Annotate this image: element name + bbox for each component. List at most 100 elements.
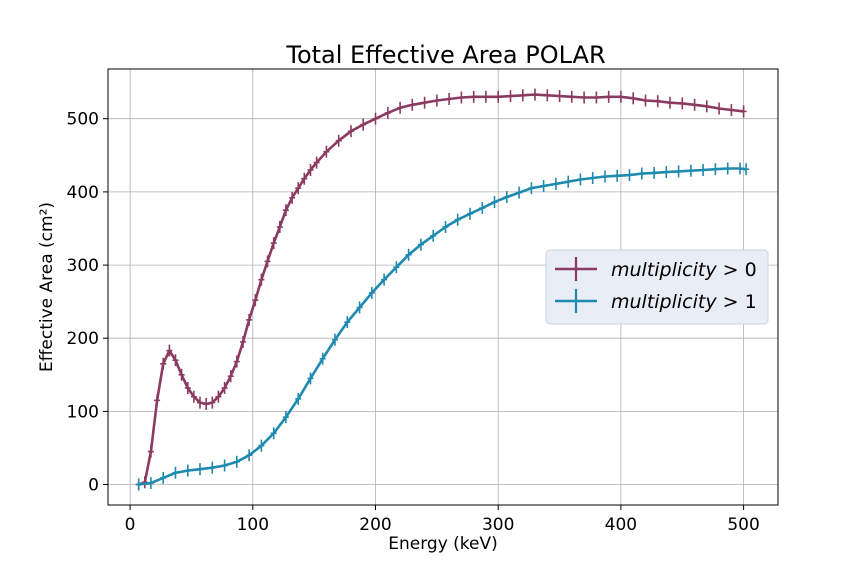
data-point — [638, 167, 645, 180]
data-point — [626, 169, 633, 182]
data-point — [724, 162, 731, 175]
data-point — [307, 164, 314, 176]
data-point — [323, 145, 330, 158]
legend: multiplicity > 0 multiplicity > 1 — [545, 249, 769, 325]
data-point — [602, 170, 608, 183]
data-point — [360, 118, 367, 131]
data-point — [528, 182, 535, 195]
data-point — [642, 94, 649, 107]
data-point — [728, 104, 735, 116]
data-point — [307, 372, 314, 385]
series-1 — [135, 88, 747, 491]
data-point — [716, 102, 723, 115]
data-point — [178, 368, 185, 381]
x-axis-label: Energy (keV) — [388, 534, 498, 554]
data-point — [270, 427, 277, 440]
data-point — [295, 182, 302, 195]
data-point — [507, 90, 514, 103]
data-point — [393, 261, 400, 274]
data-point — [470, 90, 477, 103]
data-point — [233, 355, 240, 368]
data-point — [581, 91, 588, 104]
data-point — [532, 88, 538, 101]
data-point — [552, 177, 559, 190]
data-point — [593, 91, 600, 104]
data-point — [332, 333, 338, 346]
data-point — [409, 98, 416, 111]
y-tick-label: 100 — [67, 402, 99, 422]
x-axis-ticks: 0 100 200 300 400 500 — [125, 505, 760, 535]
data-point — [160, 357, 167, 370]
data-point — [147, 445, 154, 458]
legend-label: multiplicity > 1 — [611, 291, 757, 313]
data-point — [479, 202, 486, 214]
data-point — [630, 92, 637, 105]
data-point — [516, 186, 523, 199]
x-tick-label: 200 — [359, 515, 391, 535]
data-point — [276, 221, 283, 233]
data-point — [160, 471, 167, 484]
data-point — [215, 390, 222, 403]
data-point — [270, 237, 277, 250]
data-point — [197, 463, 203, 476]
data-point — [135, 478, 142, 491]
data-point — [282, 411, 289, 424]
data-point — [740, 105, 747, 118]
plot-frame — [107, 68, 779, 506]
data-point — [446, 93, 453, 105]
data-point — [301, 172, 308, 185]
y-tick-label: 200 — [67, 329, 99, 349]
data-point — [246, 313, 253, 326]
data-point — [356, 301, 363, 314]
data-point — [491, 196, 498, 209]
legend-label: multiplicity > 0 — [611, 259, 757, 281]
data-point — [405, 248, 412, 261]
data-point — [556, 90, 563, 103]
x-tick-label: 300 — [482, 515, 514, 535]
data-point — [565, 175, 572, 188]
x-tick-label: 0 — [125, 515, 136, 535]
y-axis-ticks: 0 100 200 300 400 500 — [67, 110, 108, 496]
data-point — [190, 390, 197, 403]
data-point — [430, 229, 437, 242]
y-tick-label: 400 — [67, 183, 99, 203]
data-point — [335, 134, 342, 147]
data-point — [679, 97, 686, 110]
data-point — [258, 439, 265, 452]
data-point — [295, 392, 302, 405]
y-tick-label: 0 — [88, 476, 99, 496]
data-point — [252, 294, 259, 307]
data-point — [568, 90, 575, 103]
data-point — [381, 273, 388, 286]
data-point — [605, 90, 612, 103]
data-point — [712, 163, 719, 176]
data-point — [617, 90, 624, 103]
y-tick-label: 300 — [67, 256, 99, 276]
data-point — [221, 459, 228, 472]
data-point — [240, 335, 246, 348]
data-point — [203, 398, 210, 410]
data-point — [282, 204, 289, 217]
data-point — [147, 477, 154, 490]
data-point — [663, 166, 670, 179]
data-point — [467, 207, 473, 220]
data-point — [667, 96, 673, 109]
legend-entry: multiplicity > 1 — [555, 289, 757, 313]
data-point — [319, 352, 326, 365]
data-point — [417, 238, 424, 251]
data-point — [184, 382, 191, 394]
data-point — [503, 191, 510, 203]
data-point — [495, 90, 502, 103]
x-tick-label: 500 — [727, 515, 759, 535]
data-point — [264, 255, 271, 268]
data-point — [209, 396, 216, 409]
data-point — [654, 95, 661, 108]
data-point — [651, 166, 658, 179]
data-point — [442, 221, 449, 233]
y-axis-label: Effective Area (cm²) — [37, 202, 57, 372]
data-point — [197, 396, 203, 409]
data-point — [172, 354, 179, 367]
chart-title: Total Effective Area POLAR — [285, 41, 605, 69]
legend-entry: multiplicity > 0 — [555, 257, 757, 281]
series-line — [138, 167, 747, 486]
